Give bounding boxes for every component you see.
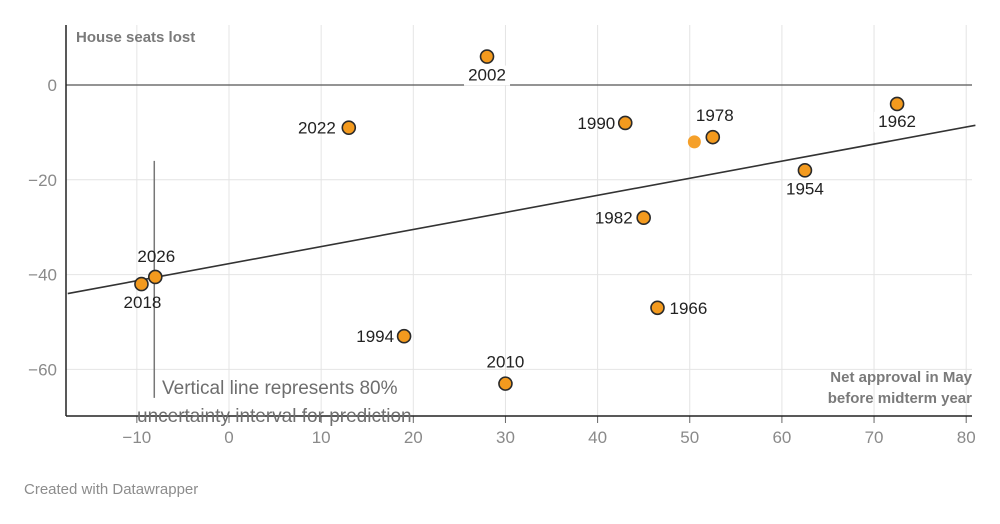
x-axis-title-line: Net approval in May bbox=[830, 369, 972, 386]
point-label-2002: 2002 bbox=[468, 66, 506, 85]
data-point-1954 bbox=[797, 163, 813, 178]
point-label-1966: 1966 bbox=[669, 299, 707, 318]
x-tick-label: 40 bbox=[588, 428, 607, 447]
data-point-2010 bbox=[498, 376, 513, 391]
x-tick-label: 0 bbox=[224, 428, 233, 447]
data-point-2002 bbox=[479, 49, 495, 64]
y-tick-label: −40 bbox=[28, 266, 57, 285]
x-tick-label: 80 bbox=[957, 428, 976, 447]
annotation-text-line: uncertainty interval for prediction bbox=[137, 406, 412, 427]
data-point-1994 bbox=[396, 328, 412, 344]
credit-text: Created with Datawrapper bbox=[24, 481, 199, 498]
x-tick-label: 30 bbox=[496, 428, 515, 447]
data-point-1962 bbox=[889, 96, 905, 112]
x-tick-label: 10 bbox=[312, 428, 331, 447]
point-label-1954: 1954 bbox=[786, 179, 824, 198]
chart-text: House seats lost Net approval in May befor… bbox=[76, 29, 973, 427]
highlight-point bbox=[687, 135, 701, 149]
y-tick-label: 0 bbox=[48, 76, 57, 95]
label-background bbox=[874, 111, 921, 132]
point-label-2022: 2022 bbox=[298, 119, 336, 138]
point-label-1994: 1994 bbox=[356, 327, 394, 346]
data-point-1978 bbox=[705, 129, 721, 145]
point-label-1978: 1978 bbox=[696, 106, 734, 125]
point-label-2010: 2010 bbox=[487, 353, 525, 372]
x-tick-label: 70 bbox=[865, 428, 884, 447]
x-tick-label: 20 bbox=[404, 428, 423, 447]
annotation-text-line: Vertical line represents 80% bbox=[162, 378, 398, 399]
x-tick-label: 60 bbox=[772, 428, 791, 447]
x-tick-label: 50 bbox=[680, 428, 699, 447]
data-point-1966 bbox=[650, 300, 665, 316]
point-label-1982: 1982 bbox=[595, 209, 633, 228]
point-label-1990: 1990 bbox=[577, 114, 615, 133]
x-axis-title-line: before midterm year bbox=[828, 390, 972, 407]
data-points bbox=[134, 49, 905, 391]
y-tick-label: −20 bbox=[28, 171, 57, 190]
axes: −10 0 10 20 30 40 50 60 70 80 0 −20 −40 −60 bbox=[28, 25, 976, 447]
data-point-2018 bbox=[134, 276, 149, 292]
point-label-2026: 2026 bbox=[137, 247, 175, 266]
y-axis-title: House seats lost bbox=[76, 29, 195, 46]
label-background bbox=[464, 65, 511, 86]
grid bbox=[66, 25, 972, 416]
point-labels: 2002 2022 1990 1978 1962 1954 1982 2026 2018 1966… bbox=[124, 65, 921, 372]
data-point-2026 bbox=[147, 269, 163, 285]
regression-line bbox=[67, 124, 976, 295]
data-point-1982 bbox=[636, 210, 651, 226]
y-tick-label: −60 bbox=[28, 360, 57, 379]
point-label-1962: 1962 bbox=[878, 112, 916, 131]
data-point-1990 bbox=[617, 115, 633, 131]
scatter-chart: −10 0 10 20 30 40 50 60 70 80 0 −20 −40 −60 2002 2022 1… bbox=[28, 25, 976, 447]
x-tick-label: −10 bbox=[122, 428, 151, 447]
data-point-2022 bbox=[341, 120, 357, 135]
point-label-2018: 2018 bbox=[124, 293, 162, 312]
